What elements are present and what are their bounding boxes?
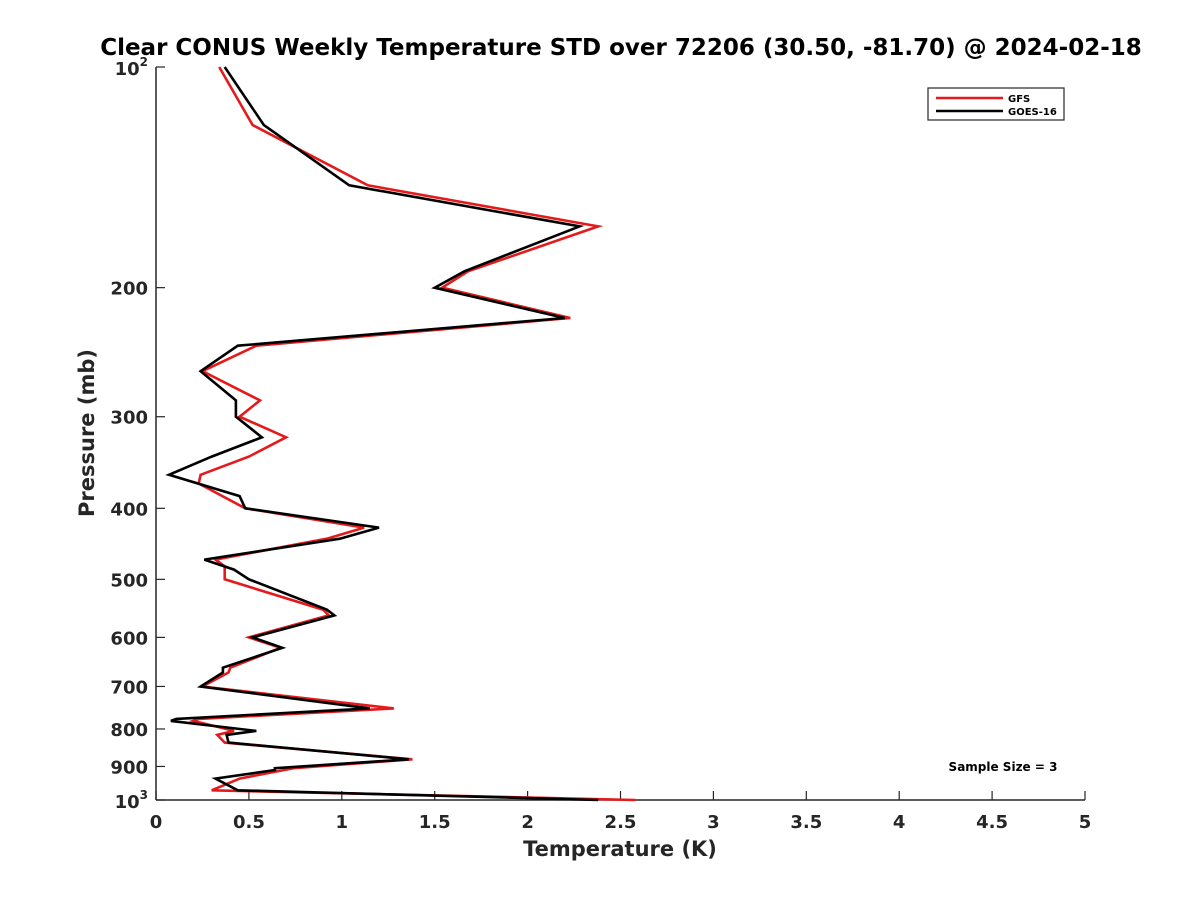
axes: 0 0.5 1 1.5 2 2.5 3 3.5 4 4.5 5 102 200 300 400 500 600 7… [110,55,1091,833]
legend: GFS GOES-16 [927,87,1065,121]
legend-entry: GFS [1008,94,1030,105]
y-tick-label: 400 [110,499,148,520]
y-tick-label: 300 [110,408,148,429]
y-tick-label: 500 [110,570,148,591]
series-line-gfs [188,66,636,802]
x-tick-label: 1.5 [419,812,451,833]
series-lines [165,66,636,802]
x-tick-label: 1 [336,812,349,833]
y-tick-label: 900 [110,757,148,778]
x-axis-label: Temperature (K) [523,837,717,861]
x-tick-label: 0.5 [233,812,265,833]
x-tick-label: 4 [893,812,906,833]
x-tick-label: 3.5 [790,812,822,833]
y-tick-label: 600 [110,628,148,649]
x-tick-label: 2 [521,812,534,833]
y-tick-label: 800 [110,720,148,741]
x-tick-label: 3 [707,812,720,833]
legend-entry: GOES-16 [1008,107,1057,118]
x-tick-label: 4.5 [976,812,1008,833]
legend-box [927,87,1065,121]
x-tick-label: 0 [150,812,163,833]
series-line-goes-16 [165,66,599,802]
y-tick-label: 102 [115,55,148,80]
x-tick-label: 5 [1079,812,1092,833]
y-axis-label: Pressure (mb) [75,349,99,517]
x-tick-label: 2.5 [605,812,637,833]
chart-title: Clear CONUS Weekly Temperature STD over … [100,35,1142,61]
y-tick-label: 700 [110,677,148,698]
y-tick-label: 103 [115,788,148,813]
sample-size-annotation: Sample Size = 3 [949,760,1058,774]
y-tick-label: 200 [110,279,148,300]
